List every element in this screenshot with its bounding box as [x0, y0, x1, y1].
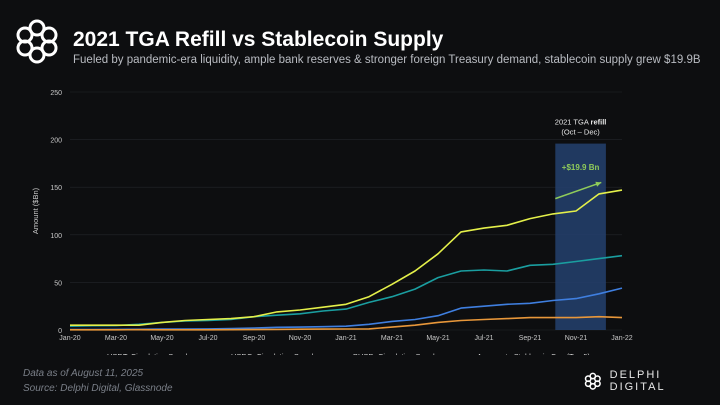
y-tick-label: 150 [50, 185, 62, 192]
y-tick-label: 200 [50, 138, 62, 145]
data-source: Source: Delphi Digital, Glassnode [23, 383, 173, 394]
x-tick-label: Jan-21 [335, 335, 357, 342]
chart: 0 50 100 150 200 250 Amount ($Bn) Jan-20 Mar-20 M… [31, 90, 633, 355]
delphi-small-logo-icon [584, 372, 601, 390]
delphi-logo-icon [16, 19, 58, 64]
growth-arrow [555, 181, 602, 200]
legend-label: USDC: Circulating Supply [231, 352, 317, 355]
x-tick-label: Jul-20 [198, 335, 217, 342]
x-tick-label: Nov-21 [565, 335, 588, 342]
y-axis-label: Amount ($Bn) [31, 187, 40, 234]
x-tick-label: Jan-22 [611, 335, 633, 342]
x-tick-label: Nov-20 [289, 335, 312, 342]
highlight-label: 2021 TGA refill [555, 118, 607, 127]
brand-name: DELPHI DIGITAL [609, 369, 666, 393]
growth-annotation: +$19.9 Bn [562, 163, 600, 172]
data-date: Data as of August 11, 2025 [23, 368, 144, 379]
x-tick-label: Jul-21 [474, 335, 493, 342]
x-tick-label: May-21 [426, 335, 449, 342]
series-line-1 [70, 287, 623, 331]
y-tick-label: 0 [58, 328, 62, 335]
y-tick-label: 100 [50, 233, 62, 240]
page-title: 2021 TGA Refill vs Stablecoin Supply [73, 28, 444, 51]
growth-arrow-head [595, 181, 602, 187]
legend-label: USDT: Circulating Supply [107, 352, 191, 355]
highlight-sublabel: (Oct – Dec) [561, 128, 600, 137]
legend-label: BUSD: Circulating Supply [353, 352, 439, 355]
legend-label: Aggregate Stablecoin Cap (Top 5) [477, 352, 590, 355]
x-tick-label: Mar-21 [381, 335, 403, 342]
y-tick-label: 50 [54, 280, 62, 287]
series-line-3 [70, 189, 623, 326]
x-tick-label: Sep-21 [519, 335, 542, 342]
x-tick-label: Sep-20 [243, 335, 266, 342]
brand-footer: DELPHI DIGITAL [584, 369, 720, 393]
page-subtitle: Fueled by pandemic-era liquidity, ample … [73, 54, 701, 66]
series-line-2 [70, 315, 623, 331]
x-tick-label: May-20 [150, 335, 173, 342]
series-line-0 [69, 254, 623, 327]
x-tick-label: Mar-20 [105, 335, 127, 342]
y-tick-label: 250 [50, 90, 62, 97]
x-tick-label: Jan-20 [59, 335, 81, 342]
